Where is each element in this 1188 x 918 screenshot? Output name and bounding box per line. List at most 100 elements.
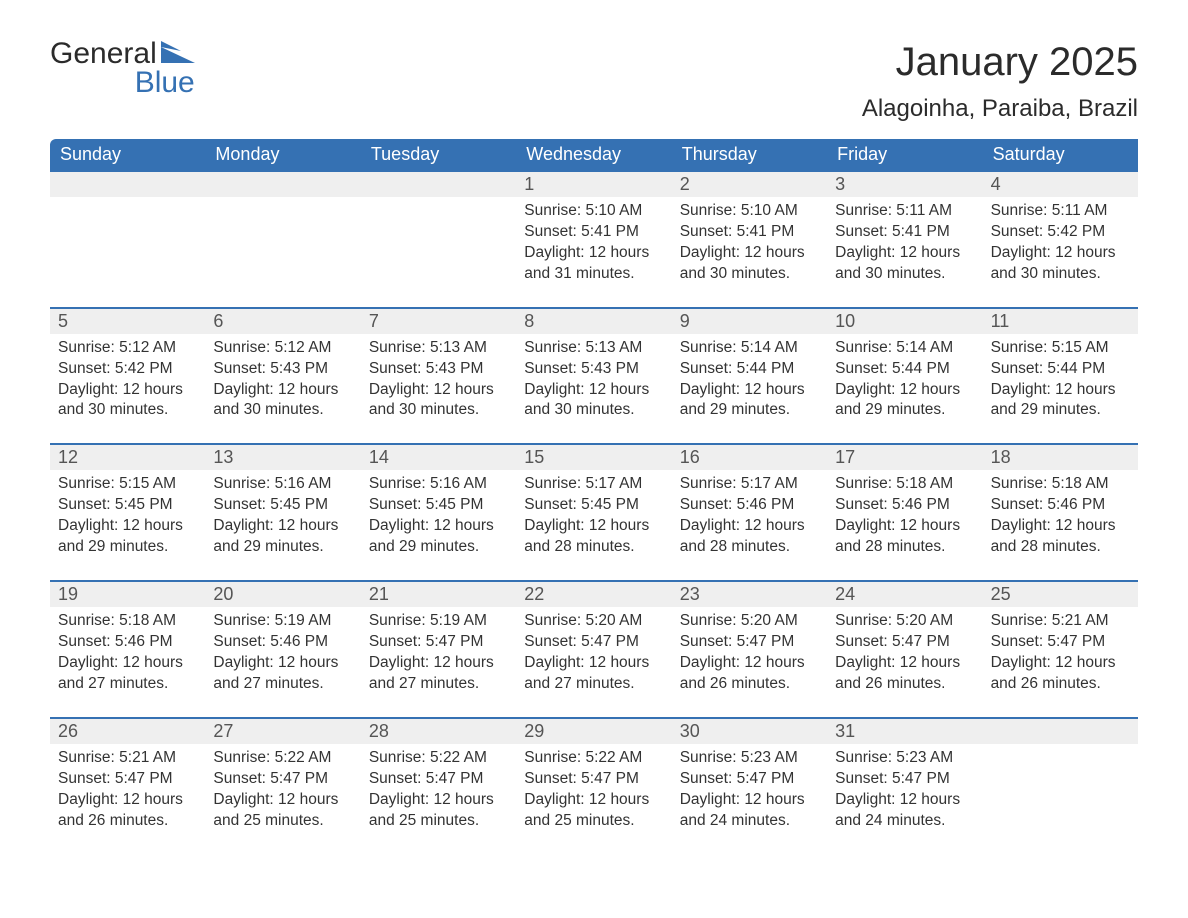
sunset-text: Sunset: 5:46 PM — [213, 632, 352, 653]
daylight-text: Daylight: 12 hours and 26 minutes. — [680, 653, 819, 695]
day-details: Sunrise: 5:13 AMSunset: 5:43 PMDaylight:… — [516, 334, 671, 444]
day-details: Sunrise: 5:10 AMSunset: 5:41 PMDaylight:… — [516, 197, 671, 307]
daylight-text: Daylight: 12 hours and 26 minutes. — [991, 653, 1130, 695]
calendar-cell: 16Sunrise: 5:17 AMSunset: 5:46 PMDayligh… — [672, 443, 827, 580]
sunset-text: Sunset: 5:47 PM — [835, 632, 974, 653]
calendar-cell: 23Sunrise: 5:20 AMSunset: 5:47 PMDayligh… — [672, 580, 827, 717]
day-number: 28 — [361, 719, 516, 744]
daylight-text: Daylight: 12 hours and 30 minutes. — [835, 243, 974, 285]
day-details — [361, 197, 516, 301]
day-details — [983, 744, 1138, 848]
day-details: Sunrise: 5:15 AMSunset: 5:45 PMDaylight:… — [50, 470, 205, 580]
sunrise-text: Sunrise: 5:11 AM — [991, 201, 1130, 222]
daylight-text: Daylight: 12 hours and 25 minutes. — [213, 790, 352, 832]
day-number: 29 — [516, 719, 671, 744]
day-details: Sunrise: 5:18 AMSunset: 5:46 PMDaylight:… — [827, 470, 982, 580]
calendar-cell: 26Sunrise: 5:21 AMSunset: 5:47 PMDayligh… — [50, 717, 205, 854]
day-header: Friday — [827, 139, 982, 170]
sunset-text: Sunset: 5:47 PM — [524, 769, 663, 790]
sunrise-text: Sunrise: 5:21 AM — [58, 748, 197, 769]
day-number: 13 — [205, 445, 360, 470]
day-number: 14 — [361, 445, 516, 470]
sunset-text: Sunset: 5:41 PM — [835, 222, 974, 243]
calendar-cell: 10Sunrise: 5:14 AMSunset: 5:44 PMDayligh… — [827, 307, 982, 444]
day-details: Sunrise: 5:22 AMSunset: 5:47 PMDaylight:… — [516, 744, 671, 854]
sunset-text: Sunset: 5:43 PM — [369, 359, 508, 380]
sunrise-text: Sunrise: 5:19 AM — [213, 611, 352, 632]
calendar-cell: 6Sunrise: 5:12 AMSunset: 5:43 PMDaylight… — [205, 307, 360, 444]
daylight-text: Daylight: 12 hours and 29 minutes. — [58, 516, 197, 558]
logo: General Blue — [50, 40, 195, 97]
sunset-text: Sunset: 5:41 PM — [680, 222, 819, 243]
sunrise-text: Sunrise: 5:22 AM — [524, 748, 663, 769]
calendar-cell: 7Sunrise: 5:13 AMSunset: 5:43 PMDaylight… — [361, 307, 516, 444]
sunrise-text: Sunrise: 5:22 AM — [369, 748, 508, 769]
day-number: 20 — [205, 582, 360, 607]
day-details: Sunrise: 5:14 AMSunset: 5:44 PMDaylight:… — [672, 334, 827, 444]
daylight-text: Daylight: 12 hours and 25 minutes. — [369, 790, 508, 832]
calendar-cell: . — [205, 170, 360, 307]
day-number: 31 — [827, 719, 982, 744]
sunset-text: Sunset: 5:46 PM — [835, 495, 974, 516]
calendar-cell: 8Sunrise: 5:13 AMSunset: 5:43 PMDaylight… — [516, 307, 671, 444]
day-details: Sunrise: 5:21 AMSunset: 5:47 PMDaylight:… — [50, 744, 205, 854]
sunset-text: Sunset: 5:44 PM — [991, 359, 1130, 380]
day-details: Sunrise: 5:15 AMSunset: 5:44 PMDaylight:… — [983, 334, 1138, 444]
calendar-cell: 14Sunrise: 5:16 AMSunset: 5:45 PMDayligh… — [361, 443, 516, 580]
day-number: 11 — [983, 309, 1138, 334]
day-details: Sunrise: 5:20 AMSunset: 5:47 PMDaylight:… — [827, 607, 982, 717]
calendar-cell: 17Sunrise: 5:18 AMSunset: 5:46 PMDayligh… — [827, 443, 982, 580]
day-number: 25 — [983, 582, 1138, 607]
day-number: 27 — [205, 719, 360, 744]
day-number: 2 — [672, 172, 827, 197]
calendar-cell: 20Sunrise: 5:19 AMSunset: 5:46 PMDayligh… — [205, 580, 360, 717]
daylight-text: Daylight: 12 hours and 25 minutes. — [524, 790, 663, 832]
sunset-text: Sunset: 5:45 PM — [524, 495, 663, 516]
day-details: Sunrise: 5:19 AMSunset: 5:46 PMDaylight:… — [205, 607, 360, 717]
calendar-cell: 4Sunrise: 5:11 AMSunset: 5:42 PMDaylight… — [983, 170, 1138, 307]
day-details: Sunrise: 5:22 AMSunset: 5:47 PMDaylight:… — [205, 744, 360, 854]
daylight-text: Daylight: 12 hours and 30 minutes. — [524, 380, 663, 422]
daylight-text: Daylight: 12 hours and 24 minutes. — [680, 790, 819, 832]
day-number: 22 — [516, 582, 671, 607]
daylight-text: Daylight: 12 hours and 26 minutes. — [835, 653, 974, 695]
calendar-cell: 30Sunrise: 5:23 AMSunset: 5:47 PMDayligh… — [672, 717, 827, 854]
day-number: 19 — [50, 582, 205, 607]
daylight-text: Daylight: 12 hours and 29 minutes. — [835, 380, 974, 422]
day-details: Sunrise: 5:13 AMSunset: 5:43 PMDaylight:… — [361, 334, 516, 444]
sunrise-text: Sunrise: 5:17 AM — [680, 474, 819, 495]
calendar-cell: 24Sunrise: 5:20 AMSunset: 5:47 PMDayligh… — [827, 580, 982, 717]
sunrise-text: Sunrise: 5:22 AM — [213, 748, 352, 769]
day-number: 4 — [983, 172, 1138, 197]
day-details: Sunrise: 5:17 AMSunset: 5:45 PMDaylight:… — [516, 470, 671, 580]
day-number: 15 — [516, 445, 671, 470]
sunset-text: Sunset: 5:47 PM — [58, 769, 197, 790]
day-header: Saturday — [983, 139, 1138, 170]
day-details: Sunrise: 5:23 AMSunset: 5:47 PMDaylight:… — [827, 744, 982, 854]
sunrise-text: Sunrise: 5:17 AM — [524, 474, 663, 495]
logo-word-2: Blue — [50, 69, 195, 98]
day-details: Sunrise: 5:16 AMSunset: 5:45 PMDaylight:… — [205, 470, 360, 580]
sunrise-text: Sunrise: 5:10 AM — [524, 201, 663, 222]
calendar-cell: 2Sunrise: 5:10 AMSunset: 5:41 PMDaylight… — [672, 170, 827, 307]
daylight-text: Daylight: 12 hours and 27 minutes. — [213, 653, 352, 695]
sunrise-text: Sunrise: 5:18 AM — [58, 611, 197, 632]
day-header: Monday — [205, 139, 360, 170]
calendar-cell: 21Sunrise: 5:19 AMSunset: 5:47 PMDayligh… — [361, 580, 516, 717]
sunrise-text: Sunrise: 5:14 AM — [835, 338, 974, 359]
daylight-text: Daylight: 12 hours and 28 minutes. — [835, 516, 974, 558]
day-number: . — [205, 172, 360, 197]
sunrise-text: Sunrise: 5:20 AM — [524, 611, 663, 632]
sunrise-text: Sunrise: 5:13 AM — [524, 338, 663, 359]
calendar-cell: 25Sunrise: 5:21 AMSunset: 5:47 PMDayligh… — [983, 580, 1138, 717]
daylight-text: Daylight: 12 hours and 27 minutes. — [58, 653, 197, 695]
sunset-text: Sunset: 5:47 PM — [835, 769, 974, 790]
day-number: 18 — [983, 445, 1138, 470]
day-number: . — [983, 719, 1138, 744]
day-number: . — [50, 172, 205, 197]
day-header: Wednesday — [516, 139, 671, 170]
calendar-cell: . — [50, 170, 205, 307]
sunset-text: Sunset: 5:46 PM — [991, 495, 1130, 516]
day-number: . — [361, 172, 516, 197]
daylight-text: Daylight: 12 hours and 30 minutes. — [213, 380, 352, 422]
